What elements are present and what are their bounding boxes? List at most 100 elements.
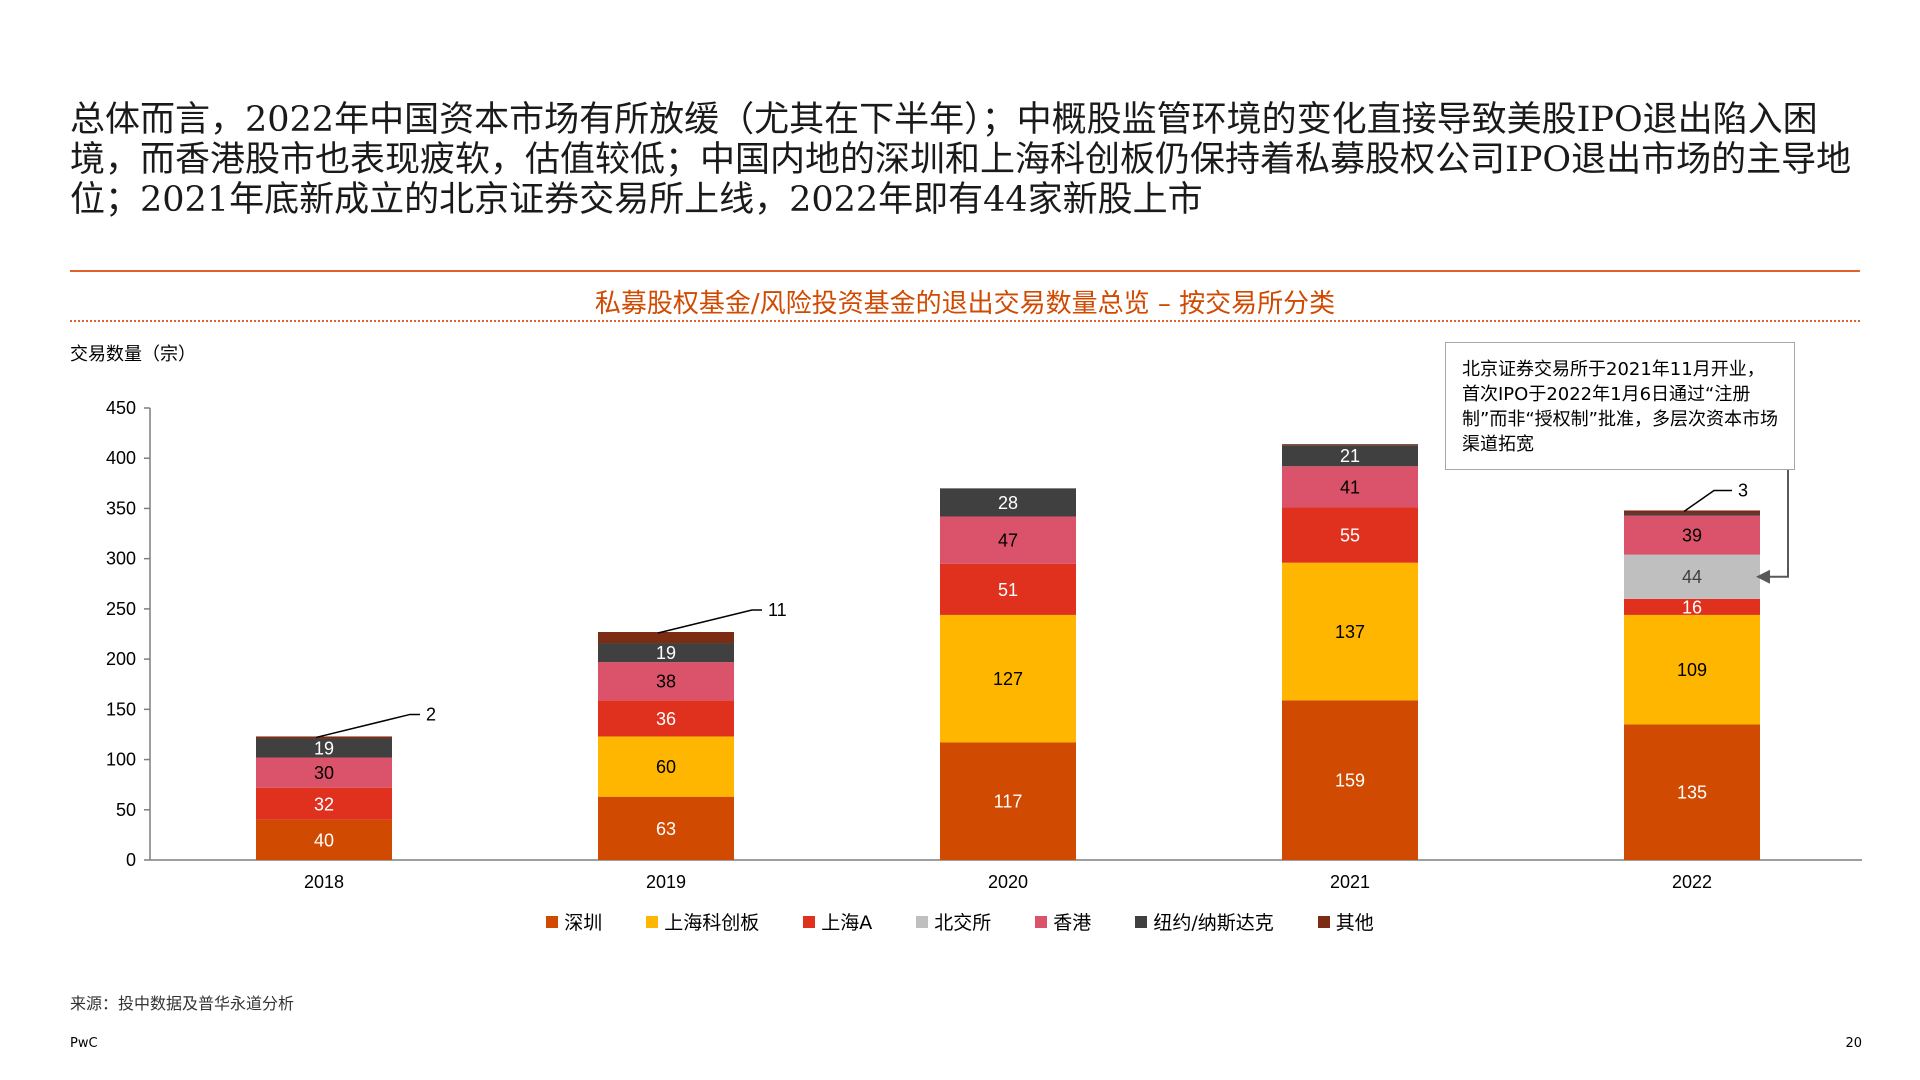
bse-callout-box: 北京证券交易所于2021年11月开业，首次IPO于2022年1月6日通过“注册制…	[1445, 342, 1795, 470]
bar-segment	[1282, 562, 1418, 701]
legend-item: 纽约/纳斯达克	[1135, 908, 1274, 935]
source-note: 来源：投中数据及普华永道分析	[70, 994, 295, 1013]
bar-segment	[1624, 614, 1760, 725]
data-label: 39	[1682, 526, 1702, 546]
data-label: 137	[1335, 622, 1365, 642]
bar-segment	[1282, 444, 1418, 446]
legend-swatch	[546, 915, 559, 928]
data-label: 19	[656, 643, 676, 663]
bar-segment	[1624, 515, 1760, 555]
leader-line	[315, 713, 420, 739]
data-label: 117	[994, 792, 1023, 812]
x-tick-label: 2019	[646, 872, 686, 892]
y-tick-label: 100	[106, 750, 136, 770]
legend-swatch	[1317, 915, 1330, 928]
bar-segment	[940, 563, 1076, 615]
data-label: 41	[1340, 477, 1360, 497]
bar-segment	[1624, 510, 1760, 514]
data-label: 32	[314, 794, 334, 814]
legend-label: 上海A	[821, 912, 873, 934]
y-tick-label: 150	[106, 699, 136, 719]
legend-label: 深圳	[564, 912, 603, 934]
leader-line	[657, 609, 762, 634]
bar-segment	[598, 662, 734, 701]
data-label: 30	[314, 763, 334, 783]
external-data-label: 2	[426, 704, 436, 724]
bar-segment	[1624, 513, 1760, 516]
callout-arrowhead	[1756, 569, 1770, 584]
legend-label: 上海科创板	[664, 912, 760, 934]
legend-label: 纽约/纳斯达克	[1153, 912, 1274, 934]
legend-swatch	[916, 915, 929, 928]
bar-segment	[598, 736, 734, 797]
bar-segment	[256, 757, 392, 788]
x-tick-label: 2022	[1672, 872, 1712, 892]
data-label: 28	[998, 493, 1018, 513]
bar-segment	[598, 796, 734, 860]
legend-swatch	[1135, 915, 1148, 928]
legend-item: 其他	[1317, 908, 1374, 935]
bar-segment	[256, 787, 392, 820]
bar-segment	[1624, 724, 1760, 860]
y-tick-label: 350	[106, 498, 136, 518]
chart-title: 私募股权基金/风险投资基金的退出交易数量总览 – 按交易所分类	[594, 289, 1336, 319]
bar-segment	[940, 488, 1076, 517]
y-tick-label: 0	[126, 850, 136, 870]
legend-item: 深圳	[546, 908, 602, 935]
legend-label: 北交所	[934, 912, 992, 934]
title-bottom-dotted-rule	[70, 320, 1860, 322]
legend-item: 香港	[1035, 908, 1091, 935]
data-label: 135	[1677, 783, 1707, 803]
bar-segment	[1282, 466, 1418, 508]
data-label: 51	[998, 580, 1018, 600]
headline: 总体而言，2022年中国资本市场有所放缓（尤其在下半年）；中概股监管环境的变化直…	[70, 100, 1852, 220]
data-label: 38	[656, 672, 676, 692]
data-label: 36	[656, 709, 676, 729]
legend-item: 上海科创板	[646, 908, 759, 935]
data-label: 55	[1340, 526, 1360, 546]
data-label: 63	[656, 819, 676, 839]
bar-segment	[256, 736, 392, 739]
x-tick-label: 2021	[1330, 872, 1370, 892]
bar-segment	[598, 700, 734, 737]
data-label: 16	[1682, 597, 1702, 617]
data-label: 47	[998, 531, 1018, 551]
chart-legend: 深圳 上海科创板 上海A 北交所 香港 纽约/纳斯达克 其他	[0, 908, 1920, 935]
data-label: 60	[656, 757, 676, 777]
bar-segment	[1624, 554, 1760, 599]
legend-label: 香港	[1053, 912, 1092, 934]
bar-segment	[940, 614, 1076, 743]
y-tick-label: 450	[106, 398, 136, 418]
bar-segment	[1624, 598, 1760, 615]
y-axis-label: 交易数量（宗）	[70, 344, 196, 365]
bar-segment	[598, 643, 734, 663]
legend-swatch	[1035, 915, 1048, 928]
legend-item: 上海A	[803, 908, 872, 935]
y-tick-label: 250	[106, 599, 136, 619]
data-label: 44	[1682, 567, 1702, 587]
title-top-rule	[70, 270, 1860, 272]
y-tick-label: 50	[116, 800, 136, 820]
data-label: 159	[1335, 771, 1365, 791]
x-tick-label: 2020	[988, 872, 1028, 892]
bar-segment	[598, 631, 734, 644]
callout-arrow-line	[1768, 470, 1789, 578]
leader-line	[1683, 489, 1732, 513]
bar-segment	[940, 742, 1076, 860]
legend-swatch	[803, 915, 816, 928]
data-label: 21	[1340, 446, 1360, 466]
bar-segment	[940, 516, 1076, 564]
data-label: 127	[993, 669, 1023, 689]
data-label: 109	[1677, 660, 1707, 680]
external-data-label: 11	[768, 600, 787, 620]
bar-segment	[256, 819, 392, 860]
data-label: 40	[314, 830, 334, 850]
bar-segment	[1282, 445, 1418, 467]
data-label: 19	[314, 739, 334, 759]
legend-swatch	[646, 915, 659, 928]
y-tick-label: 200	[106, 649, 136, 669]
brand-footer: PwC	[70, 1036, 98, 1051]
x-tick-label: 2018	[304, 872, 344, 892]
legend-item: 北交所	[916, 908, 991, 935]
